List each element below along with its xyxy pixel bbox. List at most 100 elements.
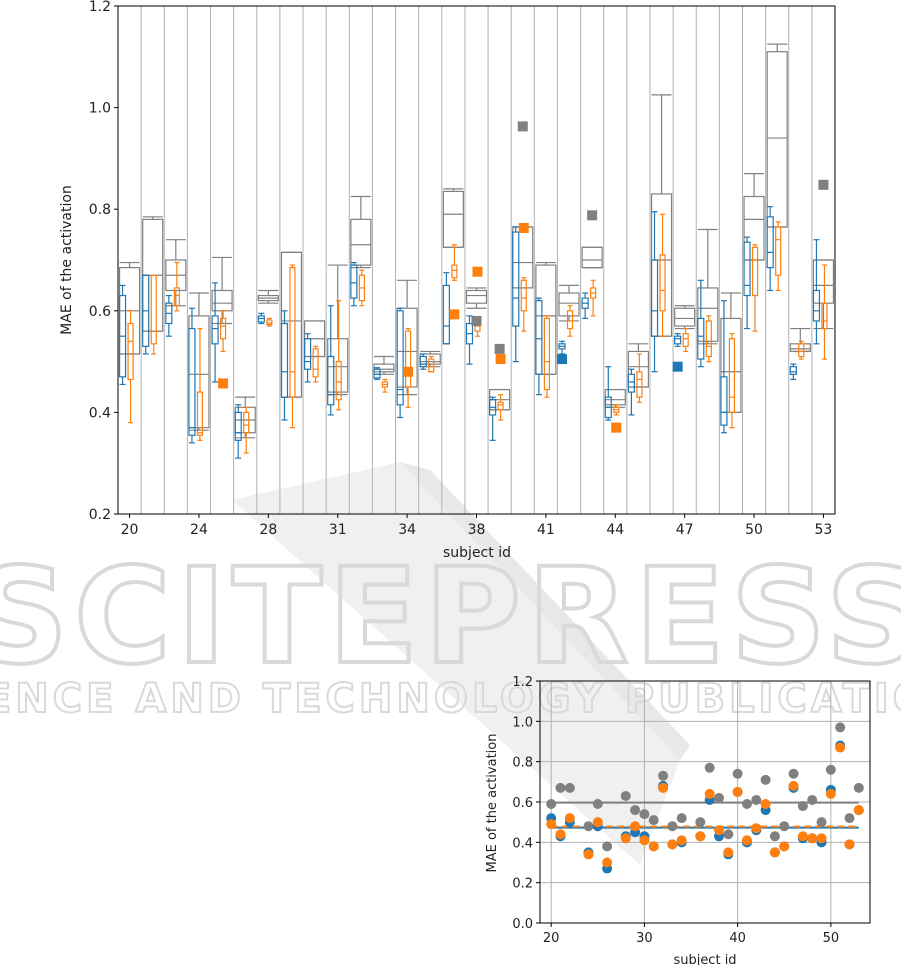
box-orange: [590, 279, 597, 317]
outlier-orange: [403, 366, 414, 377]
box-blue: [327, 305, 335, 416]
point-orange: [630, 821, 641, 832]
point-gray: [816, 817, 827, 828]
box-body: [720, 376, 728, 426]
outlier-orange: [495, 354, 506, 365]
box-blue: [766, 206, 774, 292]
box-body: [442, 190, 464, 248]
box-blue: [535, 297, 543, 396]
box-body: [766, 51, 788, 228]
point-orange: [779, 841, 790, 852]
box-orange: [196, 327, 204, 441]
box-plot-x-axis: 20 24 28 31 34 38 41 44 47 50 53: [121, 514, 833, 538]
box-orange: [613, 404, 620, 416]
box-body: [543, 317, 550, 391]
point-gray: [592, 799, 603, 810]
box-body: [812, 289, 821, 322]
point-gray: [639, 809, 650, 820]
box-body: [627, 373, 636, 393]
box-body: [173, 287, 180, 307]
point-gray: [713, 792, 724, 803]
outlier-orange: [218, 378, 229, 389]
y-tick-label: 0.2: [89, 507, 111, 523]
scatter-chart: 0.0 0.2 0.4 0.6 0.8 1.0 1.2 20 30 40 50 MAE of th…: [485, 675, 871, 965]
y-tick-label: 0.6: [512, 796, 533, 811]
box-body: [451, 264, 458, 279]
box-body: [659, 254, 666, 312]
box-body: [405, 330, 412, 388]
point-orange: [564, 813, 575, 824]
box-body: [150, 274, 157, 345]
box-body: [419, 355, 427, 368]
box-body: [636, 371, 643, 398]
box-orange: [335, 300, 342, 411]
box-body: [581, 246, 603, 269]
point-gray: [704, 762, 715, 773]
box-blue: [627, 368, 636, 416]
box-gray: [257, 289, 279, 304]
x-tick-label: 53: [815, 522, 833, 538]
point-gray: [807, 794, 818, 805]
x-tick-label: 30: [636, 931, 653, 946]
point-orange: [788, 780, 799, 791]
box-body: [512, 226, 534, 289]
point-orange: [592, 817, 603, 828]
box-body: [327, 355, 335, 406]
box-body: [566, 310, 574, 330]
box-orange: [381, 378, 389, 393]
point-gray: [695, 817, 706, 828]
box-plot-y-axis: 0.2 0.4 0.6 0.8 1.0 1.2: [89, 0, 118, 523]
point-orange: [713, 825, 724, 836]
outlier-gray: [818, 179, 829, 190]
point-gray: [546, 799, 557, 810]
box-plot-boxes: [118, 43, 835, 459]
y-tick-label: 0.2: [512, 877, 533, 892]
point-gray: [658, 770, 669, 781]
box-blue: [812, 239, 821, 345]
point-orange: [546, 819, 557, 830]
outlier-orange: [518, 222, 529, 233]
point-orange: [816, 833, 827, 844]
point-gray: [723, 829, 734, 840]
x-tick-label: 40: [729, 931, 746, 946]
y-tick-label: 0.4: [512, 836, 533, 851]
point-orange: [639, 835, 650, 846]
box-body: [127, 322, 134, 380]
box-body: [465, 289, 488, 304]
box-body: [789, 366, 797, 375]
point-orange: [807, 833, 818, 844]
watermark-title: SCITEPRESS: [0, 540, 901, 694]
box-blue: [442, 272, 450, 345]
point-orange: [704, 788, 715, 799]
box-blue: [142, 274, 150, 355]
box-blue: [280, 310, 289, 421]
point-gray: [630, 805, 641, 816]
box-blue: [697, 279, 705, 368]
box-gray: [396, 279, 418, 396]
x-tick-label: 31: [329, 522, 347, 538]
box-blue: [188, 307, 196, 444]
x-tick-label: 20: [543, 931, 560, 946]
outlier-blue: [557, 354, 568, 365]
point-gray: [732, 768, 743, 779]
box-gray: [234, 396, 256, 439]
box-orange: [497, 394, 504, 421]
box-body: [798, 343, 805, 358]
point-gray: [844, 813, 855, 824]
box-body: [789, 343, 811, 353]
point-orange: [658, 782, 669, 793]
box-gray: [558, 284, 580, 322]
box-orange: [428, 355, 435, 373]
box-plot-xlabel: subject id: [443, 545, 511, 561]
box-orange: [682, 327, 689, 353]
box-body: [303, 338, 312, 370]
box-body: [697, 287, 719, 342]
box-body: [650, 259, 659, 337]
point-orange: [723, 847, 734, 858]
point-orange: [760, 799, 771, 810]
box-blue: [419, 353, 427, 370]
point-gray: [583, 821, 594, 832]
box-blue: [558, 340, 566, 355]
outlier-gray: [471, 315, 482, 326]
box-gray: [465, 287, 488, 309]
